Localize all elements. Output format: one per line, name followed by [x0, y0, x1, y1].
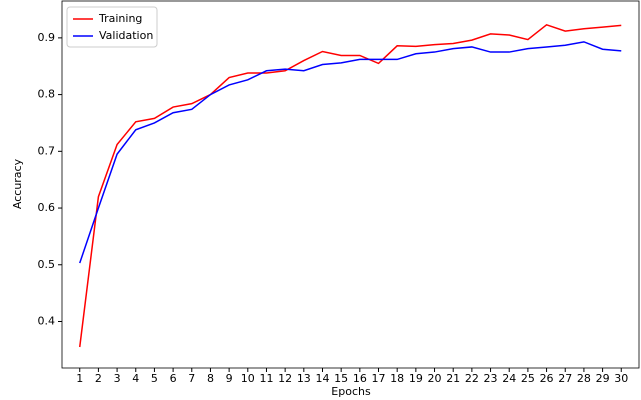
x-tick-label: 24: [502, 372, 516, 385]
x-tick-label: 3: [114, 372, 121, 385]
x-tick-label: 5: [151, 372, 158, 385]
x-tick-label: 9: [226, 372, 233, 385]
y-tick-label: 0.8: [38, 88, 56, 101]
x-tick-label: 8: [207, 372, 214, 385]
x-tick-label: 4: [132, 372, 139, 385]
x-tick-label: 11: [259, 372, 273, 385]
x-tick-label: 23: [484, 372, 498, 385]
y-tick-label: 0.5: [38, 258, 56, 271]
y-tick-label: 0.9: [38, 31, 56, 44]
page: {"chart_data": {"type": "line", "x_label…: [0, 0, 641, 400]
x-tick-label: 6: [170, 372, 177, 385]
x-tick-label: 19: [409, 372, 423, 385]
x-tick-label: 10: [241, 372, 255, 385]
x-tick-label: 16: [353, 372, 367, 385]
x-tick-label: 12: [278, 372, 292, 385]
x-tick-label: 21: [446, 372, 460, 385]
x-axis-label: Epochs: [331, 385, 371, 398]
y-axis-label: Accuracy: [11, 158, 24, 209]
x-tick-label: 17: [372, 372, 386, 385]
y-tick-label: 0.6: [38, 201, 56, 214]
y-tick-label: 0.4: [38, 314, 56, 327]
x-tick-label: 2: [95, 372, 102, 385]
x-tick-label: 27: [558, 372, 572, 385]
x-tick-label: 26: [540, 372, 554, 385]
chart: Epochs Accuracy 0.40.50.60.70.80.9123456…: [0, 0, 641, 400]
x-tick-label: 29: [596, 372, 610, 385]
x-tick-label: 25: [521, 372, 535, 385]
x-tick-label: 30: [614, 372, 628, 385]
x-tick-label: 7: [188, 372, 195, 385]
x-tick-label: 14: [315, 372, 329, 385]
x-tick-label: 1: [76, 372, 83, 385]
x-tick-label: 18: [390, 372, 404, 385]
x-tick-label: 22: [465, 372, 479, 385]
y-tick-label: 0.7: [38, 144, 56, 157]
data-line: [80, 25, 622, 347]
x-tick-label: 15: [334, 372, 348, 385]
x-tick-label: 28: [577, 372, 591, 385]
legend-label: Validation: [99, 29, 153, 42]
x-tick-label: 20: [428, 372, 442, 385]
x-tick-label: 13: [297, 372, 311, 385]
data-line: [80, 42, 622, 263]
legend-label: Training: [98, 12, 142, 25]
